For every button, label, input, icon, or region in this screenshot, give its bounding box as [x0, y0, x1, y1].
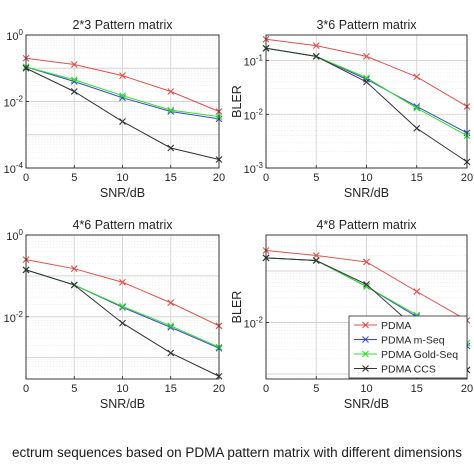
y-axis-label: BLER — [230, 291, 244, 324]
data-point-marker — [70, 281, 78, 289]
x-tick-label: 10 — [360, 383, 372, 395]
y-tick-label: 10-2 — [4, 95, 24, 110]
data-point-marker — [312, 52, 320, 60]
y-axis-label: BLER — [230, 85, 244, 118]
y-tick-label: 10-2 — [244, 316, 264, 331]
data-point-marker — [413, 103, 421, 110]
data-point-marker — [70, 265, 78, 273]
data-point-marker — [119, 94, 126, 102]
legend: PDMA PDMA m-Seq PDMA Gold-Seq PDMA CCS — [348, 315, 468, 379]
x-tick-label: 15 — [165, 383, 177, 395]
x-tick-label: 15 — [411, 383, 423, 395]
legend-marker — [362, 365, 369, 372]
legend-label: PDMA CCS — [381, 364, 436, 376]
x-tick-label: 0 — [263, 383, 269, 395]
y-tick-label: 100 — [6, 28, 23, 43]
data-point-marker — [312, 42, 320, 50]
y-tick-label: 10-2 — [4, 310, 24, 325]
data-point-marker — [119, 92, 126, 100]
subplot-1: 0 5 10 15 20 100 10-2 10-4 2*3 Pattern matrix SNR… — [4, 18, 226, 200]
subplot-title: 2*3 Pattern matrix — [72, 18, 173, 32]
data-point-marker — [413, 124, 421, 132]
subplot-3: 0 5 10 15 20 100 10-2 4*6 Pattern matrix SNR/dB — [4, 218, 226, 411]
data-point-marker — [167, 106, 175, 114]
x-axis-label: SNR/dB — [100, 186, 145, 200]
data-point-marker — [363, 283, 370, 290]
legend-marker — [362, 321, 369, 329]
legend-box — [348, 315, 468, 379]
x-axis-label: SNR/dB — [100, 397, 145, 411]
x-axis-label: SNR/dB — [344, 186, 389, 200]
data-point-marker — [167, 349, 175, 357]
x-tick-label: 15 — [165, 172, 177, 184]
y-tick-label: 10-3 — [244, 161, 264, 176]
x-tick-label: 20 — [213, 383, 225, 395]
subplot-4: 0 5 10 15 20 10-2 4*8 Pattern matrix SNR/dB BLER… — [230, 218, 473, 411]
data-point-marker — [312, 252, 320, 259]
x-tick-label: 0 — [263, 172, 269, 184]
legend-label: PDMA m-Seq — [381, 335, 445, 347]
data-point-marker — [312, 257, 320, 264]
subplot-title: 4*6 Pattern matrix — [72, 218, 173, 232]
x-tick-label: 10 — [116, 383, 128, 395]
data-point-marker — [363, 258, 370, 266]
x-tick-label: 20 — [213, 172, 225, 184]
x-axis-label: SNR/dB — [344, 397, 389, 411]
subplot-2: 0 5 10 15 20 10-1 10-2 10-3 3*6 Pattern matrix SN… — [230, 18, 473, 200]
x-tick-label: 20 — [461, 383, 473, 395]
data-point-marker — [70, 88, 78, 95]
data-point-marker — [119, 278, 126, 286]
x-tick-label: 0 — [23, 383, 29, 395]
subplot-title: 4*8 Pattern matrix — [316, 218, 417, 232]
data-point-marker — [167, 144, 175, 152]
data-point-marker — [119, 319, 126, 327]
data-point-marker — [70, 76, 78, 84]
y-tick-label: 10-2 — [244, 107, 264, 122]
data-point-marker — [70, 61, 78, 68]
data-point-marker — [119, 302, 126, 310]
data-point-marker — [363, 78, 370, 86]
x-tick-label: 0 — [23, 172, 29, 184]
y-tick-label: 10-1 — [244, 54, 264, 69]
data-point-marker — [167, 88, 175, 95]
legend-label: PDMA — [381, 320, 411, 332]
y-tick-label: 100 — [6, 228, 23, 243]
x-tick-label: 5 — [71, 172, 77, 184]
x-tick-label: 15 — [411, 172, 423, 184]
x-tick-label: 5 — [313, 172, 319, 184]
data-point-marker — [167, 299, 175, 307]
data-point-marker — [413, 73, 421, 81]
data-point-marker — [363, 52, 370, 60]
x-tick-label: 10 — [116, 172, 128, 184]
data-point-marker — [119, 72, 126, 80]
x-tick-label: 10 — [360, 172, 372, 184]
y-tick-label: 10-4 — [4, 161, 24, 176]
data-point-marker — [119, 118, 126, 125]
x-tick-label: 5 — [313, 383, 319, 395]
subplot-title: 3*6 Pattern matrix — [316, 18, 417, 32]
data-point-marker — [413, 288, 421, 295]
x-tick-label: 5 — [71, 383, 77, 395]
data-point-marker — [167, 322, 175, 330]
legend-label: PDMA Gold-Seq — [381, 349, 458, 361]
legend-marker — [362, 350, 369, 358]
data-point-marker — [413, 104, 421, 112]
data-point-marker — [363, 280, 370, 288]
figure-caption: ectrum sequences based on PDMA pattern m… — [12, 445, 462, 460]
x-tick-label: 20 — [461, 172, 473, 184]
legend-marker — [362, 336, 369, 343]
